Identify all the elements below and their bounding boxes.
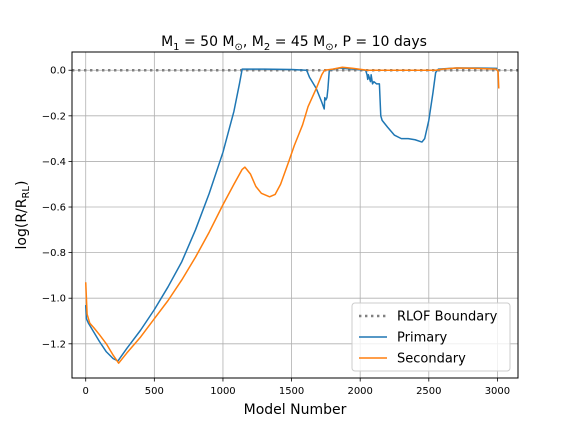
x-tick-label: 1500 [279, 386, 304, 397]
y-tick-label: 0.0 [50, 66, 66, 77]
secondary-line [84, 66, 500, 364]
legend: RLOF Boundary Primary Secondary [351, 302, 511, 372]
x-tick-label: 1000 [210, 386, 235, 397]
plot-frame [71, 51, 519, 379]
x-tick-label: 2000 [347, 386, 372, 397]
legend-secondary-label: Secondary [397, 352, 466, 367]
series-layer [84, 66, 500, 364]
primary-line [84, 67, 498, 362]
chart-title: M1 = 50 M⊙, M2 = 45 M⊙, P = 10 days [161, 34, 427, 53]
x-tick-label: 0 [83, 386, 89, 397]
y-tick-label: −0.8 [42, 248, 66, 259]
legend-box [351, 302, 511, 372]
y-tick-label: −1.0 [42, 294, 66, 305]
y-axis-label: log(R/RRL) [14, 181, 32, 250]
y-tick-label: −1.2 [42, 339, 66, 350]
ticks: 0 500 1000 1500 2000 2500 3000 0.0 −0.2 −0.4 −0.6 −… [42, 66, 510, 397]
x-tick-label: 3000 [485, 386, 510, 397]
x-tick-label: 2500 [416, 386, 441, 397]
x-axis-label: Model Number [244, 402, 347, 418]
y-tick-label: −0.2 [42, 111, 66, 122]
legend-primary-label: Primary [397, 331, 448, 346]
y-tick-label: −0.6 [42, 203, 66, 214]
y-tick-label: −0.4 [42, 157, 66, 168]
legend-rlof-boundary-label: RLOF Boundary [397, 310, 498, 325]
x-tick-label: 500 [145, 386, 164, 397]
